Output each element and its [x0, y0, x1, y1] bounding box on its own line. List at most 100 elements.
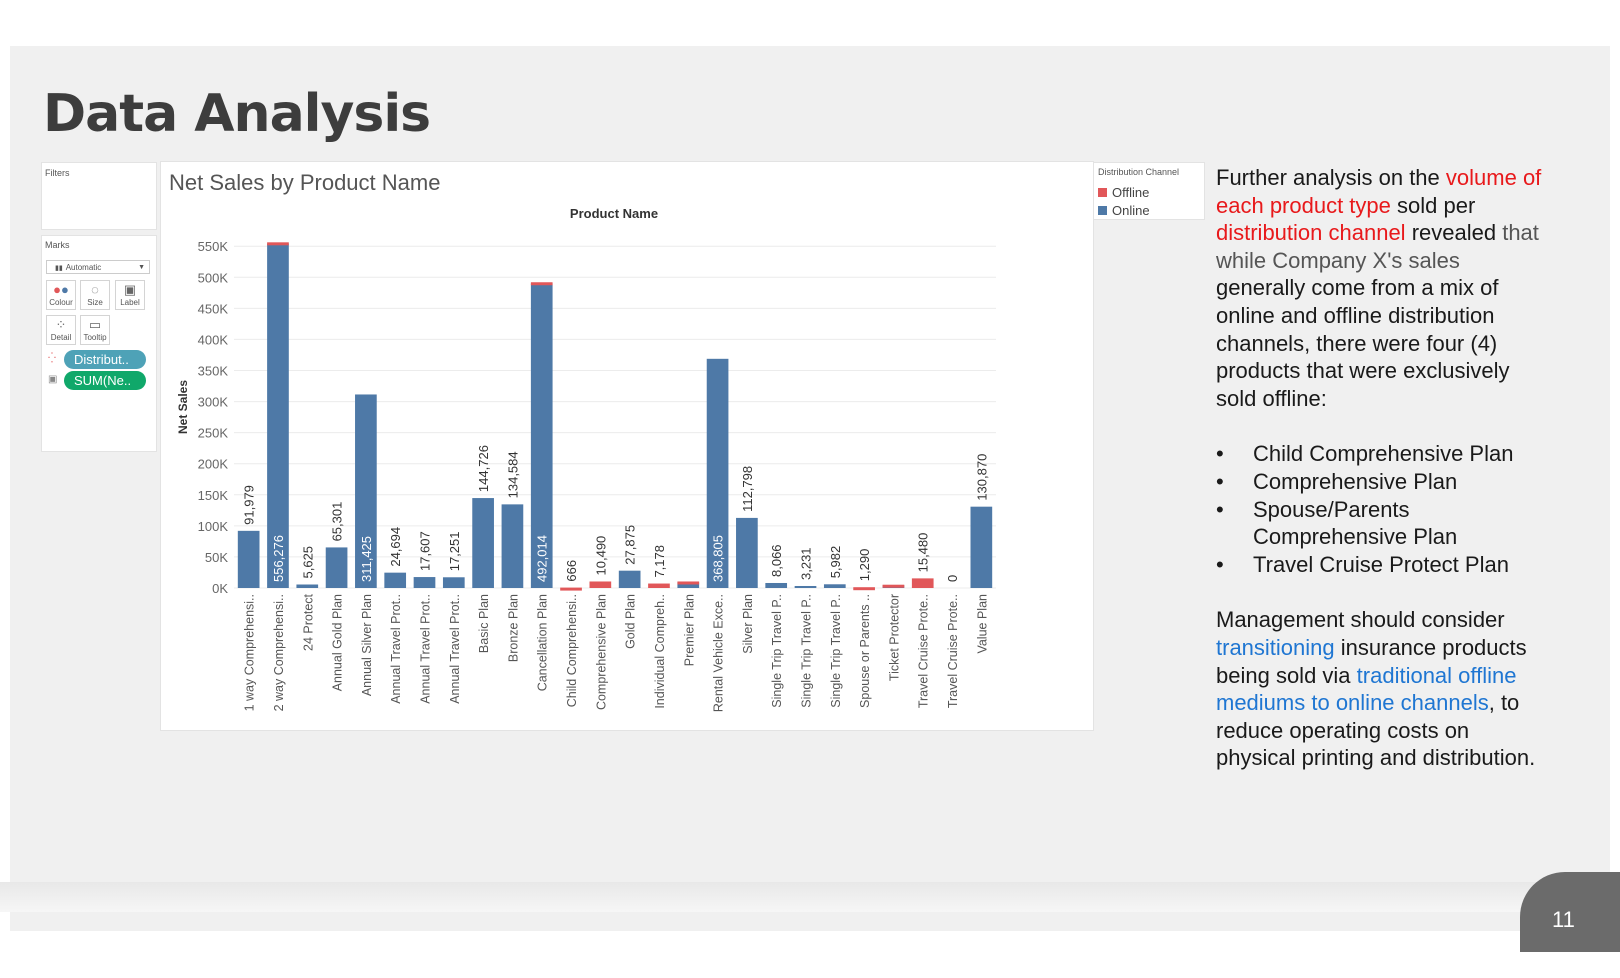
legend-title: Distribution Channel	[1098, 167, 1180, 177]
data-label: 65,301	[330, 502, 345, 542]
p1-text-c: sold per	[1390, 192, 1476, 218]
data-label: 130,870	[974, 454, 989, 501]
bar-offline	[911, 578, 934, 588]
p1-highlight-channel: distribution channel	[1216, 220, 1406, 246]
bar-online	[970, 506, 993, 588]
y-tick-label: 450K	[198, 301, 229, 316]
label-button[interactable]: ▣ Label	[115, 280, 145, 310]
y-tick-label: 50K	[205, 550, 228, 565]
p1-highlight-volume: volume of each product type	[1216, 165, 1542, 218]
online-swatch	[1098, 206, 1107, 216]
x-tick-label: Annual Travel Prot..	[389, 594, 403, 704]
data-label: 27,875	[623, 525, 638, 565]
mark-type-dropdown[interactable]: ▮▮ Automatic ▼	[46, 260, 150, 274]
filters-shelf[interactable]: Filters	[41, 162, 157, 230]
slide: Data Analysis Filters Marks ▮▮ Automatic …	[10, 46, 1610, 931]
detail-button[interactable]: ⁘ Detail	[46, 315, 76, 345]
x-tick-label: Premier Plan	[682, 594, 696, 666]
y-tick-label: 300K	[198, 395, 229, 410]
x-tick-label: Bronze Plan	[506, 594, 520, 662]
size-button[interactable]: ◌ Size	[80, 280, 110, 310]
bar-offline	[589, 581, 612, 588]
list-item: Travel Cruise Protect Plan	[1216, 551, 1546, 579]
marks-label: Marks	[45, 240, 70, 250]
data-label: 10,490	[593, 536, 608, 576]
x-tick-label: Silver Plan	[741, 594, 755, 654]
size-icon: ◌	[91, 282, 99, 297]
x-tick-label: Single Trip Travel P..	[829, 594, 843, 708]
bar-online	[472, 498, 494, 588]
bar-offline	[853, 587, 875, 591]
bar-online	[736, 517, 758, 588]
p2-highlight-online: traditional offline mediums to online ch…	[1216, 662, 1517, 716]
x-tick-label: Travel Cruise Prote..	[917, 594, 931, 708]
x-tick-label: Comprehensive Plan	[594, 594, 608, 710]
bar-chart-icon: ▮▮	[55, 265, 63, 272]
y-tick-label: 200K	[198, 457, 229, 472]
x-tick-label: Individual Compreh..	[653, 594, 667, 709]
bar-online	[706, 358, 729, 588]
bar-offline	[648, 583, 670, 588]
sum-net-sales-pill[interactable]: SUM(Ne..	[64, 371, 146, 390]
filters-label: Filters	[45, 168, 70, 178]
x-tick-label: Annual Gold Plan	[331, 594, 345, 691]
list-item: Child Comprehensive Plan	[1216, 440, 1546, 468]
size-label: Size	[87, 298, 103, 307]
data-label: 7,178	[652, 545, 667, 578]
y-tick-label: 550K	[198, 239, 229, 254]
label-icon: ▣	[123, 282, 137, 297]
y-tick-label: 400K	[198, 332, 229, 347]
x-tick-label: Single Trip Travel P..	[800, 594, 814, 708]
data-label: 368,805	[711, 535, 726, 582]
legend: Distribution Channel Offline Online	[1093, 162, 1205, 220]
colour-label: Colour	[49, 298, 73, 307]
data-label: 112,798	[740, 466, 755, 512]
x-axis-title: Product Name	[570, 206, 658, 221]
chevron-down-icon: ▼	[138, 264, 145, 271]
x-tick-label: Travel Cruise Prote..	[946, 594, 960, 708]
bar-online	[413, 577, 436, 588]
label-label: Label	[120, 298, 140, 307]
bar-online	[237, 530, 260, 588]
list-item: Spouse/Parents Comprehensive Plan	[1216, 496, 1546, 551]
recommendation-paragraph: Management should consider transitioning…	[1216, 606, 1546, 772]
bar-offline	[677, 581, 700, 585]
x-tick-label: Annual Silver Plan	[360, 594, 374, 696]
data-label: 666	[564, 560, 579, 582]
bar-online	[794, 585, 817, 588]
data-label: 556,276	[271, 535, 286, 582]
distribution-channel-pill[interactable]: Distribut..	[64, 350, 146, 369]
bar-online	[267, 243, 289, 588]
x-tick-label: Spouse or Parents ..	[858, 594, 872, 708]
bar-chart: Product Name Net Sales 0K 50K 100K 150K 200K 25…	[176, 206, 996, 712]
legend-label-offline: Offline	[1112, 185, 1150, 200]
data-label: 8,066	[769, 544, 784, 577]
y-tick-label: 150K	[198, 488, 229, 503]
p2-text-e: , to reduce operating costs on physical …	[1216, 690, 1536, 771]
x-tick-label: Rental Vehicle Exce..	[712, 594, 726, 712]
list-item: Comprehensive Plan	[1216, 468, 1546, 496]
data-label: 5,625	[300, 546, 315, 579]
legend-item-offline[interactable]: Offline	[1098, 185, 1149, 200]
data-label: 134,584	[505, 451, 520, 498]
data-label: 144,726	[476, 445, 491, 492]
colour-field-icon: ⁛	[48, 353, 56, 364]
legend-item-online[interactable]: Online	[1098, 203, 1150, 218]
data-label: 91,979	[242, 485, 257, 525]
p1-text-e: revealed	[1405, 220, 1503, 246]
bar-online	[765, 582, 788, 588]
tooltip-button[interactable]: ▭ Tooltip	[80, 315, 110, 345]
data-label: 5,982	[828, 546, 843, 579]
y-tick-label: 250K	[198, 426, 229, 441]
data-label: 24,694	[388, 527, 403, 567]
chart-panel: Net Sales by Product Name Product Name Ne…	[160, 161, 1094, 731]
colour-button[interactable]: ●● Colour	[46, 280, 76, 310]
bar-online	[823, 584, 846, 588]
p1-text-f: that while Company X's sales	[1216, 220, 1539, 273]
label-field-icon: ▣	[48, 374, 58, 385]
bar-online	[442, 577, 465, 588]
y-axis-title: Net Sales	[176, 380, 190, 434]
x-tick-label: Gold Plan	[624, 594, 638, 649]
data-label: 3,231	[799, 547, 814, 580]
y-tick-label: 100K	[198, 519, 229, 534]
